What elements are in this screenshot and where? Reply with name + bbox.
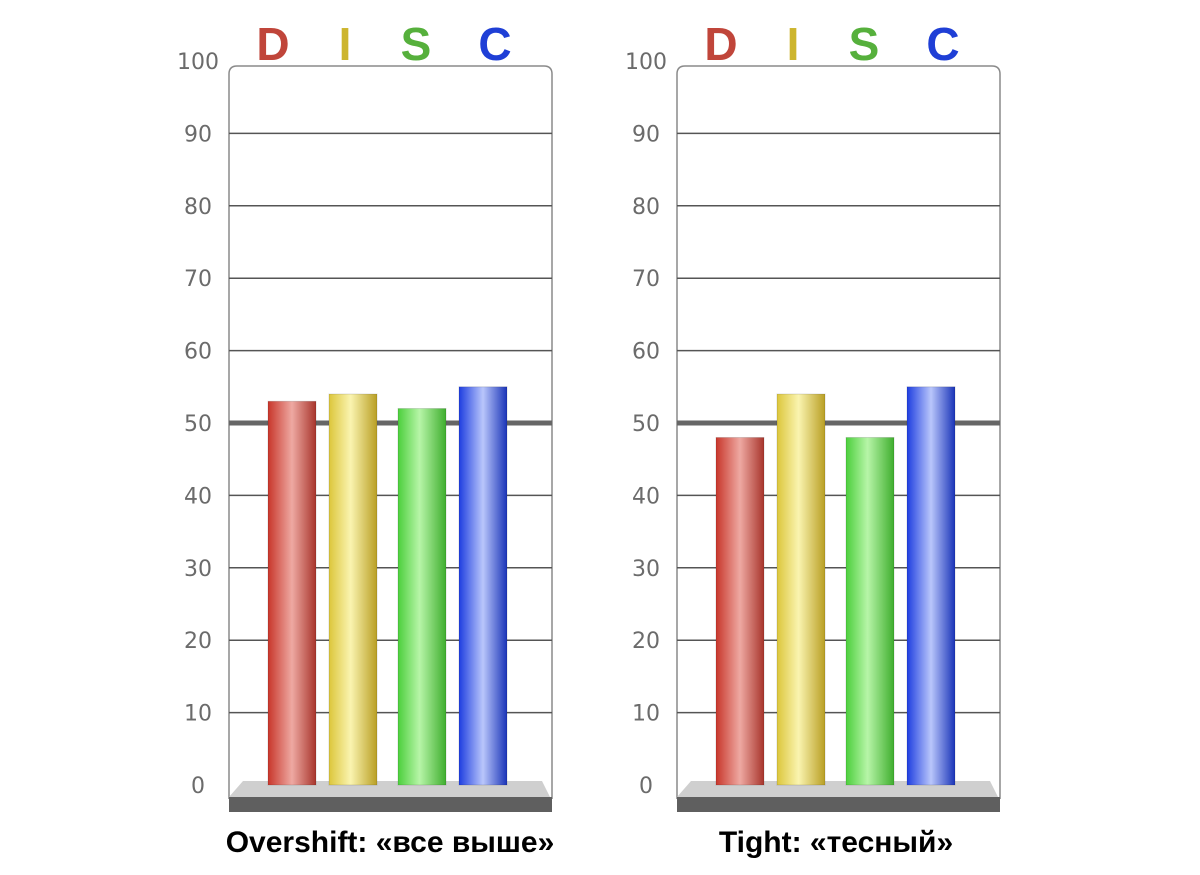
y-tick-label: 80 (632, 195, 660, 220)
y-tick-label: 50 (632, 412, 660, 437)
plot-frame (676, 65, 1001, 799)
y-tick-label: 100 (625, 50, 667, 75)
base-bar (229, 797, 552, 812)
chart-caption: Tight: «тесный» (719, 826, 953, 859)
y-tick-label: 90 (184, 122, 212, 147)
y-tick-label: 50 (184, 412, 212, 437)
y-tick-label: 40 (632, 484, 660, 509)
y-tick-label: 70 (632, 267, 660, 292)
y-tick-label: 30 (632, 557, 660, 582)
y-tick-label: 70 (184, 267, 212, 292)
bar-i (776, 393, 826, 786)
bar-s (397, 408, 447, 786)
category-label-i: I (787, 18, 800, 70)
category-label-s: S (849, 18, 880, 70)
category-label-d: D (256, 18, 289, 70)
bar-c (458, 386, 508, 786)
y-tick-label: 30 (184, 557, 212, 582)
category-label-c: C (926, 18, 959, 70)
base-bar (677, 797, 1000, 812)
y-tick-label: 60 (184, 340, 212, 365)
y-tick-label: 10 (632, 702, 660, 727)
category-label-c: C (478, 18, 511, 70)
chart-panel-2: 0 10 20 30 40 50 60 70 80 90 100 D I S C Tight: «тесный… (625, 18, 1001, 859)
bar-c (906, 386, 956, 786)
y-tick-label: 0 (191, 774, 205, 799)
y-tick-label: 60 (632, 340, 660, 365)
y-tick-label: 40 (184, 484, 212, 509)
category-label-s: S (401, 18, 432, 70)
bar-d (267, 400, 317, 786)
category-label-d: D (704, 18, 737, 70)
bar-d (715, 436, 765, 786)
y-tick-label: 0 (639, 774, 653, 799)
y-tick-label: 20 (632, 629, 660, 654)
plot-frame (228, 65, 553, 799)
y-tick-label: 80 (184, 195, 212, 220)
y-tick-label: 90 (632, 122, 660, 147)
category-label-i: I (339, 18, 352, 70)
y-tick-label: 20 (184, 629, 212, 654)
y-tick-label: 100 (177, 50, 219, 75)
bar-i (328, 393, 378, 786)
bar-s (845, 436, 895, 786)
chart-caption: Overshift: «все выше» (226, 826, 555, 859)
y-tick-label: 10 (184, 702, 212, 727)
chart-panel-1: 0 10 20 30 40 50 60 70 80 90 100 D I S C Overshift: «вс… (177, 18, 554, 859)
